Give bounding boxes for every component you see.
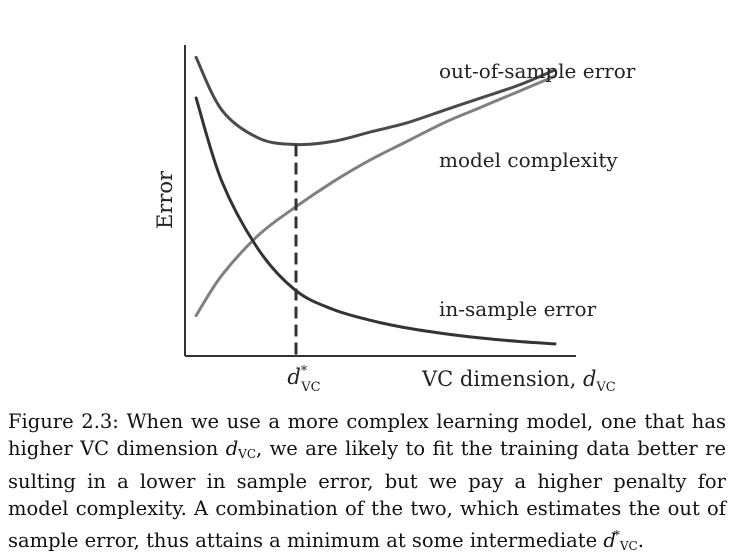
series-line-out-of-sample-error [194, 55, 557, 147]
series-label-out-of-sample-error: out-of-sample error [439, 59, 636, 83]
x-axis-label: VC dimension, dVC [421, 367, 616, 395]
optimal-dvc-label: d* VC [287, 364, 320, 395]
y-axis-label: Error [153, 170, 177, 229]
figure-caption: Figure 2.3: When we use a more complex l… [8, 410, 726, 553]
series-label-in-sample-error: in-sample error [439, 297, 597, 321]
series-line-in-sample-error [194, 96, 557, 346]
series-label-model-complexity: model complexity [439, 148, 618, 172]
series-line-model-complexity [194, 74, 557, 318]
vc-dimension-chart: Error VC dimension, dVC d* VC out-of-samp… [153, 45, 636, 395]
